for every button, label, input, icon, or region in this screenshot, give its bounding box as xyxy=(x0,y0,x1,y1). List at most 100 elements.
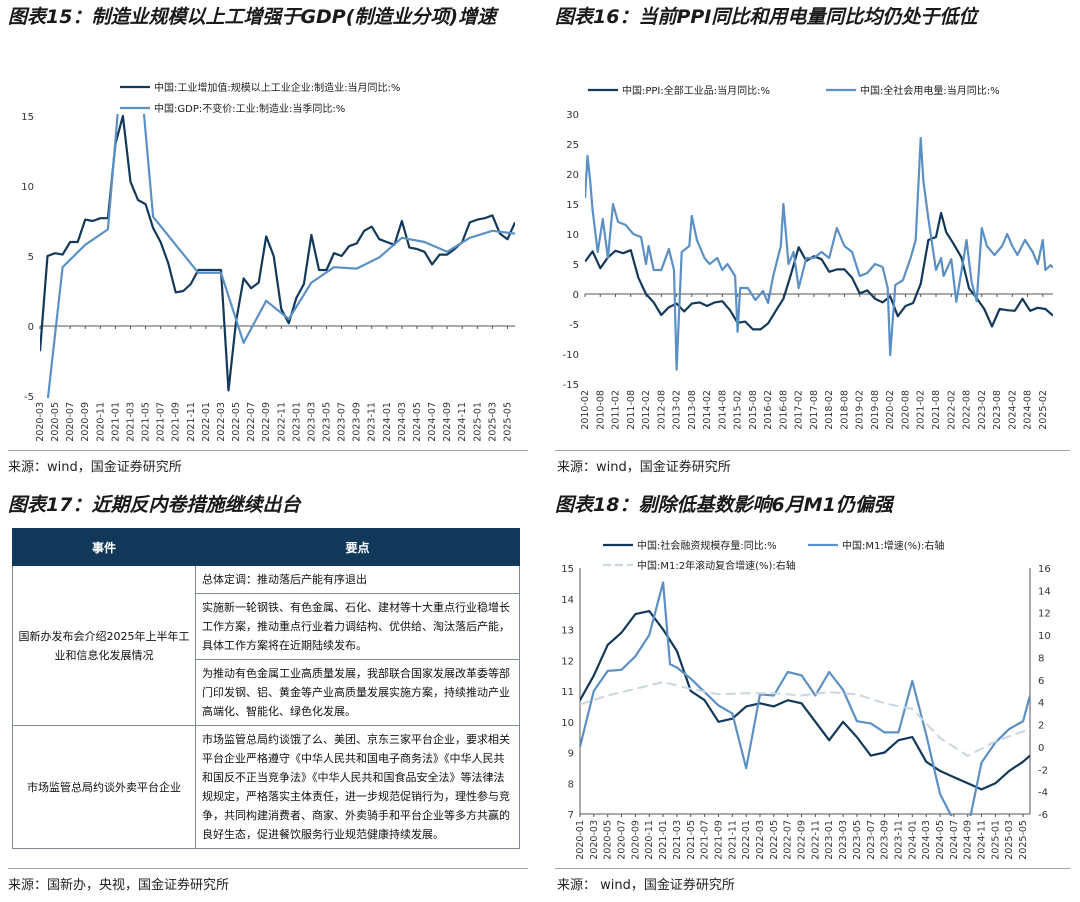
x-tick-label: 2021-11 xyxy=(727,820,738,860)
x-tick-label: 2023-01 xyxy=(824,820,835,860)
x-tick-label: 2025-02 xyxy=(1038,390,1049,430)
y2-tick-label: -6 xyxy=(1038,810,1048,821)
x-tick-label: 2011-02 xyxy=(611,390,622,430)
x-tick-label: 2022-11 xyxy=(276,402,287,442)
x-tick-label: 2022-07 xyxy=(246,402,257,442)
x-tick-label: 2025-05 xyxy=(502,402,513,442)
table-header-event: 事件 xyxy=(12,528,196,566)
fig17-source: 来源：国新办，央视，国金证券研究所 xyxy=(8,878,230,893)
y2-tick-label: 2 xyxy=(1038,721,1044,732)
x-tick-label: 2024-03 xyxy=(921,820,932,860)
fig15-rule xyxy=(8,450,528,451)
y2-tick-label: -4 xyxy=(1038,788,1048,799)
x-tick-label: 2021-07 xyxy=(700,820,711,860)
y-tick-label: 10 xyxy=(21,182,34,193)
fig18-source: 来源： wind，国金证券研究所 xyxy=(557,878,735,893)
x-tick-label: 2018-08 xyxy=(839,390,850,430)
legend-label: 中国:M1:2年滚动复合增速(%):右轴 xyxy=(637,559,796,572)
fig15-source: 来源：wind，国金证券研究所 xyxy=(8,460,182,475)
x-tick-label: 2010-02 xyxy=(580,390,591,430)
x-tick-label: 2025-03 xyxy=(487,402,498,442)
x-tick-label: 2024-01 xyxy=(907,820,918,860)
fig18-chart: 7 8 9 10 11 12 13 14 15 -6 -4 -2 0 2 4 6 8 10 12 14 16 2020-0… xyxy=(561,539,1051,860)
y2-tick-label: 0 xyxy=(1038,743,1044,754)
fig16-rule xyxy=(555,450,1070,451)
point-cell: 总体定调：推动落后产能有序退出 xyxy=(195,565,520,594)
x-tick-label: 2024-11 xyxy=(457,402,468,442)
x-tick-label: 2018-02 xyxy=(824,390,835,430)
legend-label: 中国:M1:增速(%):右轴 xyxy=(842,539,944,552)
x-tick-label: 2025-05 xyxy=(1018,820,1029,860)
x-tick-label: 2020-02 xyxy=(885,390,896,430)
x-tick-label: 2020-03 xyxy=(589,820,600,860)
event-cell: 市场监管总局约谈外卖平台企业 xyxy=(12,725,196,849)
y-tick-label: 14 xyxy=(561,595,574,606)
series-line-1 xyxy=(40,114,515,392)
y-tick-label: 0 xyxy=(573,290,579,301)
y2-tick-label: 6 xyxy=(1038,676,1044,687)
x-tick-label: 2020-09 xyxy=(80,402,91,442)
x-tick-label: 2023-11 xyxy=(893,820,904,860)
x-tick-label: 2024-09 xyxy=(442,402,453,442)
x-tick-label: 2023-03 xyxy=(838,820,849,860)
y-tick-label: 0 xyxy=(28,322,34,333)
x-tick-label: 2015-08 xyxy=(748,390,759,430)
x-tick-label: 2022-03 xyxy=(216,402,227,442)
x-tick-label: 2021-05 xyxy=(141,402,152,442)
x-tick-label: 2021-08 xyxy=(931,390,942,430)
point-cell: 为推动有色金属工业高质量发展，我部联合国家发展改革委等部门印发钢、铝、黄金等产业… xyxy=(195,659,520,726)
table-row: 国新办发布会介绍2025年上半年工业和信息化发展情况 总体定调：推动落后产能有序… xyxy=(12,565,520,726)
x-tick-label: 2021-03 xyxy=(672,820,683,860)
x-tick-label: 2022-01 xyxy=(201,402,212,442)
y-tick-label: 13 xyxy=(561,626,574,637)
x-tick-label: 2014-02 xyxy=(702,390,713,430)
series-line-2 xyxy=(46,114,515,398)
y-tick-label: 30 xyxy=(566,110,579,121)
x-tick-label: 2012-08 xyxy=(656,390,667,430)
table-row: 为推动有色金属工业高质量发展，我部联合国家发展改革委等部门印发钢、铝、黄金等产业… xyxy=(13,659,520,726)
x-tick-label: 2017-08 xyxy=(809,390,820,430)
y2-tick-label: -2 xyxy=(1038,765,1048,776)
x-tick-label: 2022-11 xyxy=(810,820,821,860)
x-tick-label: 2017-02 xyxy=(794,390,805,430)
x-tick-label: 2023-01 xyxy=(291,402,302,442)
point-cell: 市场监管总局约谈饿了么、美团、京东三家平台企业，要求相关平台企业严格遵守《中华人… xyxy=(195,725,520,849)
x-tick-label: 2010-08 xyxy=(595,390,606,430)
fig18-rule xyxy=(555,868,1070,869)
x-tick-label: 2020-08 xyxy=(900,390,911,430)
x-tick-label: 2020-03 xyxy=(35,402,46,442)
y2-tick-label: 14 xyxy=(1038,586,1051,597)
x-tick-label: 2022-08 xyxy=(962,390,973,430)
x-tick-label: 2020-11 xyxy=(644,820,655,860)
legend-label: 中国:PPI:全部工业品:当月同比:% xyxy=(622,84,770,97)
x-tick-label: 2021-09 xyxy=(713,820,724,860)
x-tick-label: 2023-02 xyxy=(977,390,988,430)
y2-tick-label: 16 xyxy=(1038,564,1051,575)
fig16-chart: -15 -10 -5 0 5 10 15 20 25 30 2010-02 2010-08 2011-0… xyxy=(563,84,1053,430)
x-tick-label: 2023-08 xyxy=(992,390,1003,430)
x-tick-label: 2022-02 xyxy=(946,390,957,430)
x-tick-label: 2021-02 xyxy=(916,390,927,430)
y2-tick-label: 4 xyxy=(1038,698,1044,709)
y-tick-label: 7 xyxy=(568,810,574,821)
y2-tick-label: 8 xyxy=(1038,653,1044,664)
x-tick-label: 2025-03 xyxy=(1004,820,1015,860)
x-tick-label: 2016-02 xyxy=(763,390,774,430)
x-tick-label: 2023-11 xyxy=(367,402,378,442)
x-tick-label: 2022-01 xyxy=(741,820,752,860)
y-tick-label: 11 xyxy=(561,687,574,698)
x-tick-label: 2019-08 xyxy=(870,390,881,430)
y-tick-label: 25 xyxy=(566,140,579,151)
y-tick-label: 20 xyxy=(566,170,579,181)
x-tick-label: 2024-09 xyxy=(963,820,974,860)
table-row: 实施新一轮钢铁、有色金属、石化、建材等十大重点行业稳增长工作方案，推动重点行业着… xyxy=(13,593,520,660)
x-tick-label: 2022-09 xyxy=(797,820,808,860)
x-tick-label: 2023-05 xyxy=(322,402,333,442)
x-tick-label: 2011-08 xyxy=(626,390,637,430)
y2-tick-label: 10 xyxy=(1038,631,1051,642)
x-tick-label: 2024-07 xyxy=(949,820,960,860)
series-line-1 xyxy=(580,609,1030,791)
table-header-points: 要点 xyxy=(195,528,520,566)
fig17-title: 图表17：近期反内卷措施继续出台 xyxy=(8,494,301,516)
x-tick-label: 2023-09 xyxy=(880,820,891,860)
